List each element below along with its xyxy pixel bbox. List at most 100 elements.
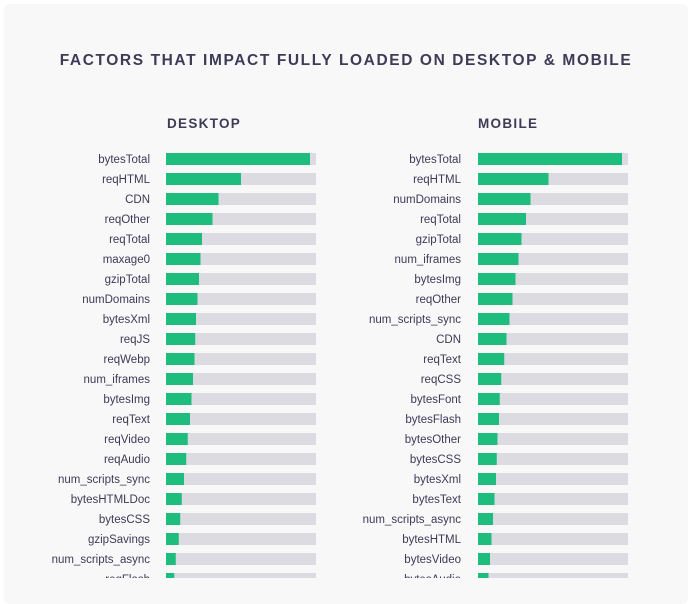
- mobile-category-label: num_scripts_sync: [369, 314, 461, 326]
- mobile-bar-track: [478, 313, 628, 325]
- mobile-category-label: bytesHTML: [402, 534, 461, 546]
- desktop-panel-title: DESKTOP: [167, 116, 242, 131]
- mobile-category-label: reqCSS: [421, 374, 462, 386]
- desktop-category-label: numDomains: [82, 294, 150, 306]
- mobile-bar: [478, 413, 499, 425]
- desktop-bar: [166, 333, 196, 345]
- desktop-bar-track: [166, 513, 316, 525]
- mobile-bar: [478, 233, 522, 245]
- desktop-bar-track: [166, 413, 316, 425]
- desktop-bar: [166, 433, 188, 445]
- mobile-bar-track: [478, 433, 628, 445]
- desktop-category-label: gzipTotal: [105, 274, 150, 286]
- mobile-category-label: bytesFlash: [405, 414, 461, 426]
- mobile-bar: [478, 553, 490, 565]
- mobile-bar-track: [478, 353, 628, 365]
- mobile-bar: [478, 333, 507, 345]
- desktop-category-label: num_iframes: [84, 374, 151, 386]
- mobile-bar: [478, 453, 497, 465]
- mobile-bar-track: [478, 493, 628, 505]
- mobile-bar: [478, 193, 531, 205]
- mobile-bar: [478, 573, 489, 578]
- chart-title: FACTORS THAT IMPACT FULLY LOADED ON DESK…: [59, 52, 633, 69]
- desktop-bar-track: [166, 553, 316, 565]
- mobile-bar-track: [478, 393, 628, 405]
- mobile-category-label: numDomains: [393, 194, 461, 206]
- mobile-category-label: CDN: [436, 334, 461, 346]
- desktop-bar-track: [166, 293, 316, 305]
- mobile-category-label: gzipTotal: [416, 234, 461, 246]
- mobile-category-label: reqTotal: [420, 214, 461, 226]
- mobile-category-label: bytesTotal: [409, 154, 461, 166]
- mobile-category-label: bytesVideo: [404, 554, 461, 566]
- desktop-bar-track: [166, 373, 316, 385]
- desktop-bar-track: [166, 313, 316, 325]
- desktop-category-label: reqWebp: [104, 354, 150, 366]
- bar-charts: bytesTotal reqHTML CDN reqOther reqTotal maxa…: [52, 153, 628, 578]
- desktop-bar: [166, 393, 192, 405]
- desktop-bar: [166, 413, 190, 425]
- mobile-bar-track: [478, 473, 628, 485]
- mobile-panel-title: MOBILE: [478, 116, 539, 131]
- desktop-bar: [166, 173, 241, 185]
- desktop-category-label: maxage0: [103, 254, 150, 266]
- desktop-bar: [166, 493, 182, 505]
- desktop-bar: [166, 293, 198, 305]
- desktop-bar: [166, 193, 219, 205]
- mobile-bar-track: [478, 373, 628, 385]
- desktop-bar: [166, 473, 184, 485]
- desktop-category-label: bytesCSS: [99, 514, 150, 526]
- desktop-category-label: reqAudio: [104, 454, 150, 466]
- mobile-bar-track: [478, 333, 628, 345]
- desktop-bar: [166, 153, 310, 165]
- mobile-bar-track: [478, 293, 628, 305]
- desktop-bar-track: [166, 453, 316, 465]
- desktop-bar-track: [166, 433, 316, 445]
- desktop-bar: [166, 573, 175, 578]
- desktop-category-label: bytesXml: [103, 314, 150, 326]
- mobile-bar: [478, 153, 622, 165]
- desktop-category-label: num_scripts_async: [52, 554, 151, 566]
- desktop-bar: [166, 353, 195, 365]
- desktop-bar: [166, 273, 199, 285]
- mobile-bar: [478, 273, 516, 285]
- mobile-bar: [478, 493, 495, 505]
- desktop-category-label: num_scripts_sync: [58, 474, 150, 486]
- desktop-category-label: gzipSavings: [88, 534, 150, 546]
- desktop-bar: [166, 313, 196, 325]
- mobile-category-label: bytesXml: [414, 474, 461, 486]
- desktop-category-label: reqFlash: [105, 574, 150, 578]
- mobile-category-label: bytesOther: [405, 434, 461, 446]
- desktop-bar: [166, 453, 187, 465]
- desktop-bar-track: [166, 233, 316, 245]
- desktop-category-label: reqOther: [105, 214, 151, 226]
- mobile-bar-track: [478, 453, 628, 465]
- desktop-bar: [166, 373, 193, 385]
- mobile-bar-track: [478, 533, 628, 545]
- desktop-bar: [166, 213, 213, 225]
- mobile-category-label: bytesImg: [414, 274, 461, 286]
- desktop-category-label: reqHTML: [102, 174, 151, 186]
- mobile-bar-track: [478, 413, 628, 425]
- desktop-bar-track: [166, 533, 316, 545]
- mobile-category-label: reqHTML: [413, 174, 462, 186]
- mobile-category-label: num_scripts_async: [363, 514, 462, 526]
- desktop-category-label: reqVideo: [104, 434, 150, 446]
- desktop-category-label: bytesImg: [103, 394, 150, 406]
- desktop-bar-track: [166, 253, 316, 265]
- mobile-category-label: num_iframes: [395, 254, 462, 266]
- desktop-bar: [166, 513, 181, 525]
- desktop-bar: [166, 233, 202, 245]
- mobile-category-label: reqOther: [416, 294, 462, 306]
- desktop-bar-track: [166, 333, 316, 345]
- desktop-category-label: bytesHTMLDoc: [71, 494, 150, 506]
- desktop-bar-track: [166, 493, 316, 505]
- desktop-category-label: reqText: [112, 414, 151, 426]
- mobile-category-label: reqText: [423, 354, 462, 366]
- mobile-bar: [478, 313, 510, 325]
- desktop-bar-track: [166, 353, 316, 365]
- desktop-bar-track: [166, 273, 316, 285]
- mobile-category-label: bytesAudio: [404, 574, 461, 578]
- mobile-bar: [478, 293, 513, 305]
- desktop-category-label: CDN: [125, 194, 150, 206]
